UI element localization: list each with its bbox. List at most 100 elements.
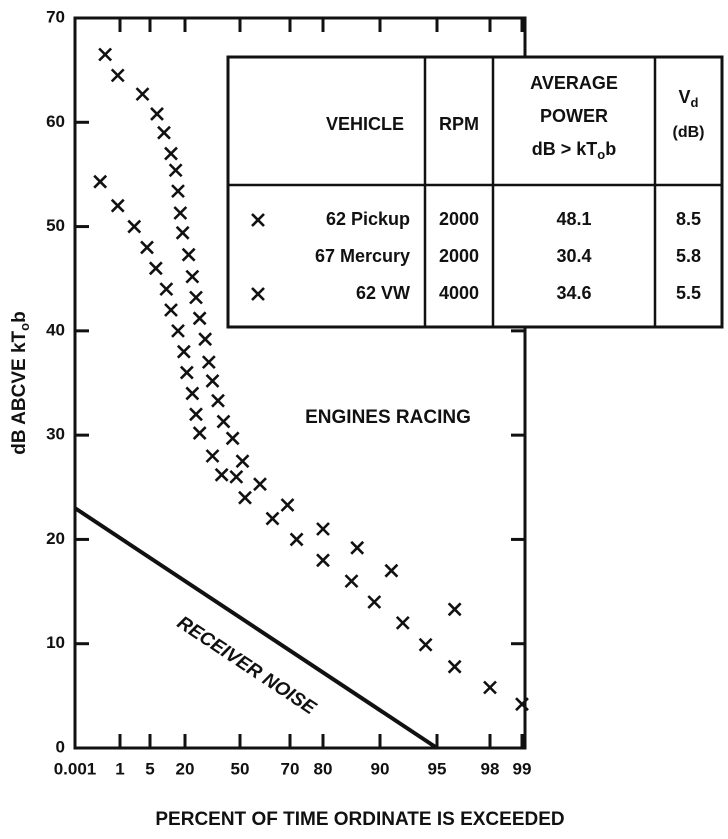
x-stroke bbox=[344, 574, 359, 589]
x-marker bbox=[164, 303, 178, 317]
x-marker bbox=[148, 261, 163, 276]
y-tick-label: 0 bbox=[56, 737, 65, 756]
x-stroke bbox=[185, 269, 200, 284]
x-stroke bbox=[157, 125, 171, 140]
x-tick-label: 70 bbox=[281, 759, 300, 778]
x-stroke bbox=[280, 498, 295, 512]
x-marker bbox=[140, 240, 154, 255]
x-marker bbox=[164, 146, 178, 161]
subscript: o bbox=[597, 147, 605, 162]
x-tick-label: 80 bbox=[314, 759, 333, 778]
x-stroke bbox=[251, 287, 265, 301]
x-marker bbox=[316, 522, 330, 536]
x-marker bbox=[179, 365, 194, 380]
table-header: RPM bbox=[439, 114, 479, 134]
table-header: (dB) bbox=[673, 124, 705, 141]
x-stroke bbox=[127, 219, 142, 234]
x-marker bbox=[280, 498, 295, 512]
subscript: d bbox=[691, 95, 699, 110]
x-tick-label: 98 bbox=[481, 759, 500, 778]
noise-label: RECEIVER NOISE bbox=[173, 612, 320, 719]
text-part: b bbox=[605, 139, 616, 159]
x-marker bbox=[225, 431, 240, 446]
table-frame bbox=[226, 55, 724, 329]
x-stroke bbox=[384, 563, 399, 578]
x-marker bbox=[175, 225, 190, 240]
x-marker bbox=[189, 407, 203, 422]
annotation: ENGINES RACING bbox=[305, 407, 471, 428]
x-stroke bbox=[171, 184, 185, 199]
table-header: AVERAGE bbox=[530, 73, 618, 93]
x-stroke bbox=[185, 386, 200, 401]
x-marker bbox=[251, 213, 265, 227]
table-header: Vd bbox=[679, 87, 699, 111]
x-marker bbox=[265, 511, 280, 526]
power-cell: 30.4 bbox=[556, 246, 591, 266]
y-tick-label: 10 bbox=[46, 633, 65, 652]
x-stroke bbox=[198, 332, 213, 347]
x-stroke bbox=[216, 414, 231, 429]
x-stroke bbox=[483, 680, 497, 695]
x-stroke bbox=[350, 540, 365, 555]
x-tick-label: 0.001 bbox=[54, 759, 97, 778]
x-marker bbox=[211, 393, 225, 408]
x-marker bbox=[189, 290, 203, 305]
x-marker bbox=[483, 680, 497, 695]
x-stroke bbox=[214, 467, 229, 482]
x-stroke bbox=[201, 355, 216, 370]
x-marker bbox=[110, 68, 125, 83]
x-stroke bbox=[211, 393, 225, 408]
x-marker bbox=[235, 454, 250, 469]
x-marker bbox=[350, 540, 365, 555]
x-marker bbox=[395, 615, 410, 630]
noise-line bbox=[73, 506, 439, 750]
text-part: V bbox=[679, 87, 691, 107]
x-stroke bbox=[515, 697, 529, 712]
x-marker bbox=[159, 282, 174, 297]
x-marker bbox=[98, 47, 113, 62]
table-header: dB > kTob bbox=[532, 139, 616, 163]
x-marker bbox=[110, 198, 125, 213]
x-marker bbox=[135, 87, 150, 102]
x-marker bbox=[176, 344, 191, 359]
x-marker bbox=[251, 287, 265, 301]
x-stroke bbox=[205, 449, 220, 463]
vehicle-name: 62 VW bbox=[356, 283, 410, 303]
x-tick-label: 5 bbox=[145, 759, 154, 778]
x-marker bbox=[185, 386, 200, 401]
x-stroke bbox=[175, 225, 190, 240]
x-stroke bbox=[253, 477, 267, 492]
x-marker bbox=[418, 637, 433, 652]
vehicle-name: 67 Mercury bbox=[315, 246, 410, 266]
x-marker bbox=[201, 355, 216, 370]
x-marker bbox=[192, 426, 207, 440]
x-marker bbox=[447, 602, 462, 617]
x-stroke bbox=[150, 107, 164, 121]
x-marker bbox=[185, 269, 200, 284]
x-stroke bbox=[229, 469, 244, 484]
x-marker bbox=[205, 449, 220, 463]
rpm-cell: 4000 bbox=[439, 283, 479, 303]
x-marker bbox=[192, 311, 207, 326]
vd-cell: 5.5 bbox=[676, 283, 701, 303]
x-stroke bbox=[173, 206, 188, 220]
x-marker bbox=[173, 206, 188, 220]
x-tick-label: 99 bbox=[513, 759, 532, 778]
x-marker bbox=[316, 553, 330, 568]
x-stroke bbox=[447, 659, 462, 674]
x-stroke bbox=[289, 532, 304, 547]
x-tick-label: 1 bbox=[115, 759, 124, 778]
x-stroke bbox=[192, 311, 207, 326]
x-stroke bbox=[225, 431, 240, 446]
x-marker bbox=[198, 332, 213, 347]
x-marker bbox=[127, 219, 142, 234]
x-stroke bbox=[110, 68, 125, 83]
y-tick-label: 50 bbox=[46, 216, 65, 235]
x-stroke bbox=[164, 146, 178, 161]
x-stroke bbox=[395, 615, 410, 630]
vd-cell: 8.5 bbox=[676, 209, 701, 229]
y-tick-label: 70 bbox=[46, 7, 65, 26]
vehicle-name: 62 Pickup bbox=[326, 209, 410, 229]
text-part: dB ABCVE kT bbox=[9, 330, 30, 454]
y-tick-label: 30 bbox=[46, 425, 65, 444]
